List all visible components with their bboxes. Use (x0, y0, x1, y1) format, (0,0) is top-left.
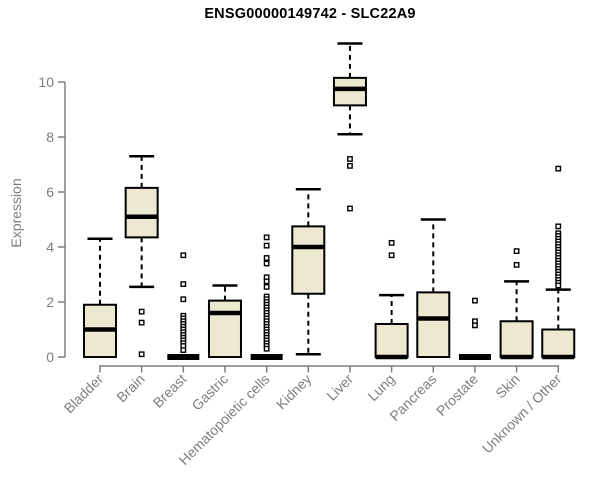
y-tick-label: 8 (46, 129, 54, 145)
outlier-breast (180, 252, 187, 259)
outlier-liver (347, 162, 353, 169)
box-kidney (291, 225, 326, 295)
outlier-breast (180, 296, 187, 303)
outlier-prostate (472, 297, 478, 304)
x-tick-label-prostate: Prostate (433, 371, 481, 419)
outlier-unknown-other (555, 223, 562, 230)
outlier-hematopoietic-cells (263, 278, 270, 285)
x-tick-label-bladder: Bladder (61, 371, 107, 417)
outlier-hematopoietic-cells (263, 255, 270, 261)
box-brain (124, 186, 159, 239)
outlier-brain (138, 319, 145, 326)
y-tick-label: 2 (46, 294, 54, 310)
outlier-hematopoietic-cells (263, 283, 270, 290)
x-tick-label-skin: Skin (492, 371, 523, 402)
outlier-skin (513, 261, 520, 268)
outlier-skin (513, 248, 520, 255)
y-tick-label: 6 (46, 184, 54, 200)
outlier-lung (388, 252, 395, 259)
x-tick-label-breast: Breast (150, 371, 190, 411)
chart-title: ENSG00000149742 - SLC22A9 (204, 6, 416, 22)
box-skin (499, 320, 534, 358)
outlier-lung (388, 239, 395, 246)
box-lung (374, 323, 409, 358)
box-liver (332, 76, 367, 107)
outlier-brain (138, 308, 145, 315)
y-tick-label: 0 (46, 349, 54, 365)
outlier-liver (347, 156, 353, 162)
y-tick-label: 4 (46, 239, 54, 255)
outlier-brain (138, 351, 145, 358)
outlier-breast (180, 281, 187, 288)
collapsed-box-breast (167, 354, 200, 360)
outlier-hematopoietic-cells (263, 260, 270, 267)
collapsed-box-prostate (458, 354, 491, 360)
outlier-unknown-other (555, 282, 562, 289)
outlier-hematopoietic-cells (263, 234, 270, 241)
box-pancreas (416, 291, 451, 358)
x-tick-label-kidney: Kidney (273, 371, 315, 413)
outlier-unknown-other (555, 165, 562, 172)
x-tick-label-lung: Lung (364, 371, 397, 404)
outlier-hematopoietic-cells (263, 242, 270, 249)
outlier-breast (180, 347, 187, 354)
x-tick-label-unknown-other: Unknown / Other (479, 371, 565, 457)
y-tick-label: 10 (38, 74, 54, 90)
outlier-prostate (472, 322, 478, 329)
x-tick-label-brain: Brain (113, 371, 147, 405)
outlier-hematopoietic-cells (263, 345, 270, 352)
collapsed-box-hematopoietic-cells (250, 354, 283, 360)
outlier-liver (347, 205, 353, 212)
box-gastric (207, 299, 242, 358)
x-tick-label-liver: Liver (323, 371, 356, 404)
box-unknown-other (541, 328, 576, 358)
